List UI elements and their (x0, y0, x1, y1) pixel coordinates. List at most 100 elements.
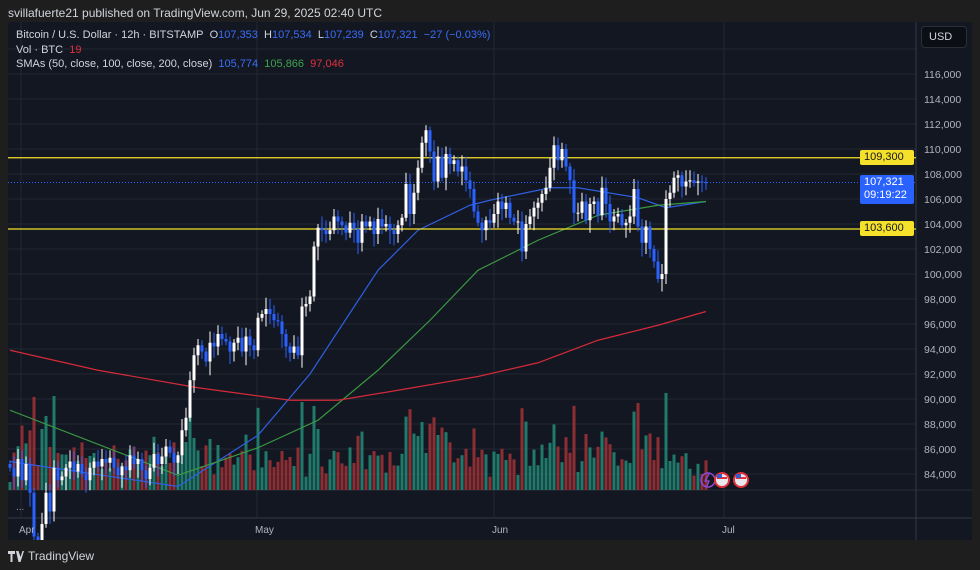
volume-bar (664, 393, 668, 490)
candle-body (64, 467, 68, 477)
candle (436, 146, 440, 188)
volume-bar (40, 429, 44, 490)
candle-body (688, 180, 692, 182)
candle-body (420, 142, 424, 168)
candle (420, 136, 424, 173)
chart-frame: 84,000 86,000 88,000 90,000 92,000 94,000 96,0… (8, 22, 972, 540)
candle (12, 456, 16, 489)
candle-body (224, 339, 228, 342)
candle-body (584, 201, 588, 221)
volume-bar (484, 454, 488, 490)
symbol-label[interactable]: Bitcoin / U.S. Dollar · 12h · BITSTAMP (16, 29, 204, 41)
volume-bar (108, 468, 112, 490)
volume-bar (596, 446, 600, 490)
candle (664, 190, 668, 284)
tradingview-brand[interactable]: TradingView (8, 549, 94, 563)
candle-body (632, 189, 636, 217)
candle-body (556, 145, 560, 161)
volume-bar (560, 462, 564, 490)
price-chart[interactable]: 84,000 86,000 88,000 90,000 92,000 94,000 96,0… (8, 22, 972, 540)
candle-body (328, 230, 332, 234)
candle (64, 464, 68, 491)
candle-body (516, 221, 520, 223)
candle-body (204, 351, 208, 362)
candle (132, 446, 136, 469)
candle (408, 174, 412, 227)
candle (532, 201, 536, 231)
volume-bar (364, 469, 368, 490)
candle (164, 439, 168, 464)
candle (80, 456, 84, 478)
candle (60, 471, 64, 486)
volume-bar (216, 445, 220, 490)
volume-bar (240, 450, 244, 490)
volume-bar (612, 452, 616, 490)
candle-body (228, 341, 232, 352)
volume-bar (608, 444, 612, 490)
currency-button[interactable]: USD (921, 26, 967, 48)
candle-body (520, 221, 524, 252)
volume-bar (400, 453, 404, 490)
sma-label[interactable]: SMAs (50, close, 100, close, 200, close) (16, 58, 213, 70)
candle (636, 180, 640, 232)
candle (640, 219, 644, 257)
candle (452, 155, 456, 172)
low-value: 107,239 (324, 29, 364, 41)
candle (148, 464, 152, 486)
candle (628, 205, 632, 233)
volume-bar (256, 407, 260, 490)
candle (592, 196, 596, 214)
volume-bar (184, 442, 188, 490)
candle-body (276, 320, 280, 322)
volume-bar (588, 447, 592, 490)
candle (228, 336, 232, 364)
candle-body (324, 230, 328, 234)
candle-body (144, 470, 148, 479)
volume-bar (332, 450, 336, 490)
volume-bar (692, 475, 696, 490)
sma-row: SMAs (50, close, 100, close, 200, close)… (16, 57, 490, 72)
candle (644, 220, 648, 254)
volume-bar (388, 452, 392, 490)
candle (156, 444, 160, 477)
candle (32, 487, 36, 540)
volume-bar (48, 447, 52, 490)
more-indicator[interactable]: ... (16, 502, 25, 513)
volume-bar (704, 460, 708, 490)
volume-bar (676, 462, 680, 490)
sma200-value: 97,046 (310, 58, 344, 70)
candle (140, 452, 144, 482)
candle (460, 155, 464, 186)
event-icons[interactable] (700, 472, 749, 488)
candle-body (200, 345, 204, 352)
candle (668, 185, 672, 207)
price-tick: 84,000 (924, 469, 956, 481)
volume-bar (300, 402, 304, 490)
candle (544, 176, 548, 201)
candle (612, 209, 616, 231)
candle-body (372, 221, 376, 234)
candle-body (484, 220, 488, 231)
candle-body (176, 455, 180, 463)
bar-countdown: 09:19:22 (864, 189, 907, 201)
candle (404, 172, 408, 222)
volume-bar (96, 464, 100, 490)
candle (476, 205, 480, 227)
candle (344, 221, 348, 241)
volume-bar (188, 407, 192, 490)
candle (536, 197, 540, 219)
sma50-value: 105,774 (218, 58, 259, 70)
candle-body (88, 467, 92, 481)
volume-label[interactable]: Vol · BTC (16, 43, 64, 56)
candle-body (136, 459, 140, 464)
volume-bar (396, 465, 400, 490)
candle (272, 305, 276, 328)
candle-body (196, 345, 200, 356)
candle (548, 157, 552, 192)
volume-bar (336, 452, 340, 490)
candle (448, 147, 452, 174)
volume-bar (648, 433, 652, 490)
candle (124, 455, 128, 481)
volume-bar (280, 451, 284, 490)
candle-body (536, 202, 540, 208)
